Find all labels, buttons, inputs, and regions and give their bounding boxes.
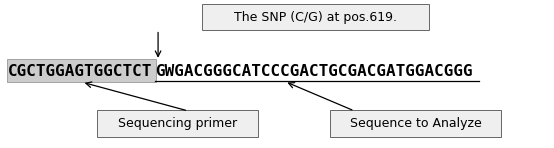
FancyBboxPatch shape [97,110,258,137]
FancyBboxPatch shape [202,4,429,30]
Text: CGCTGGAGTGGCTCT: CGCTGGAGTGGCTCT [8,63,153,79]
FancyBboxPatch shape [330,110,501,137]
Text: Sequence to Analyze: Sequence to Analyze [350,117,481,130]
Text: Sequencing primer: Sequencing primer [117,117,237,130]
FancyBboxPatch shape [7,59,156,82]
Text: The SNP (C/G) at pos.619.: The SNP (C/G) at pos.619. [234,11,397,24]
Text: GWGACGGGCATCCCGACTGCGACGATGGACGGG: GWGACGGGCATCCCGACTGCGACGATGGACGGG [155,63,473,79]
